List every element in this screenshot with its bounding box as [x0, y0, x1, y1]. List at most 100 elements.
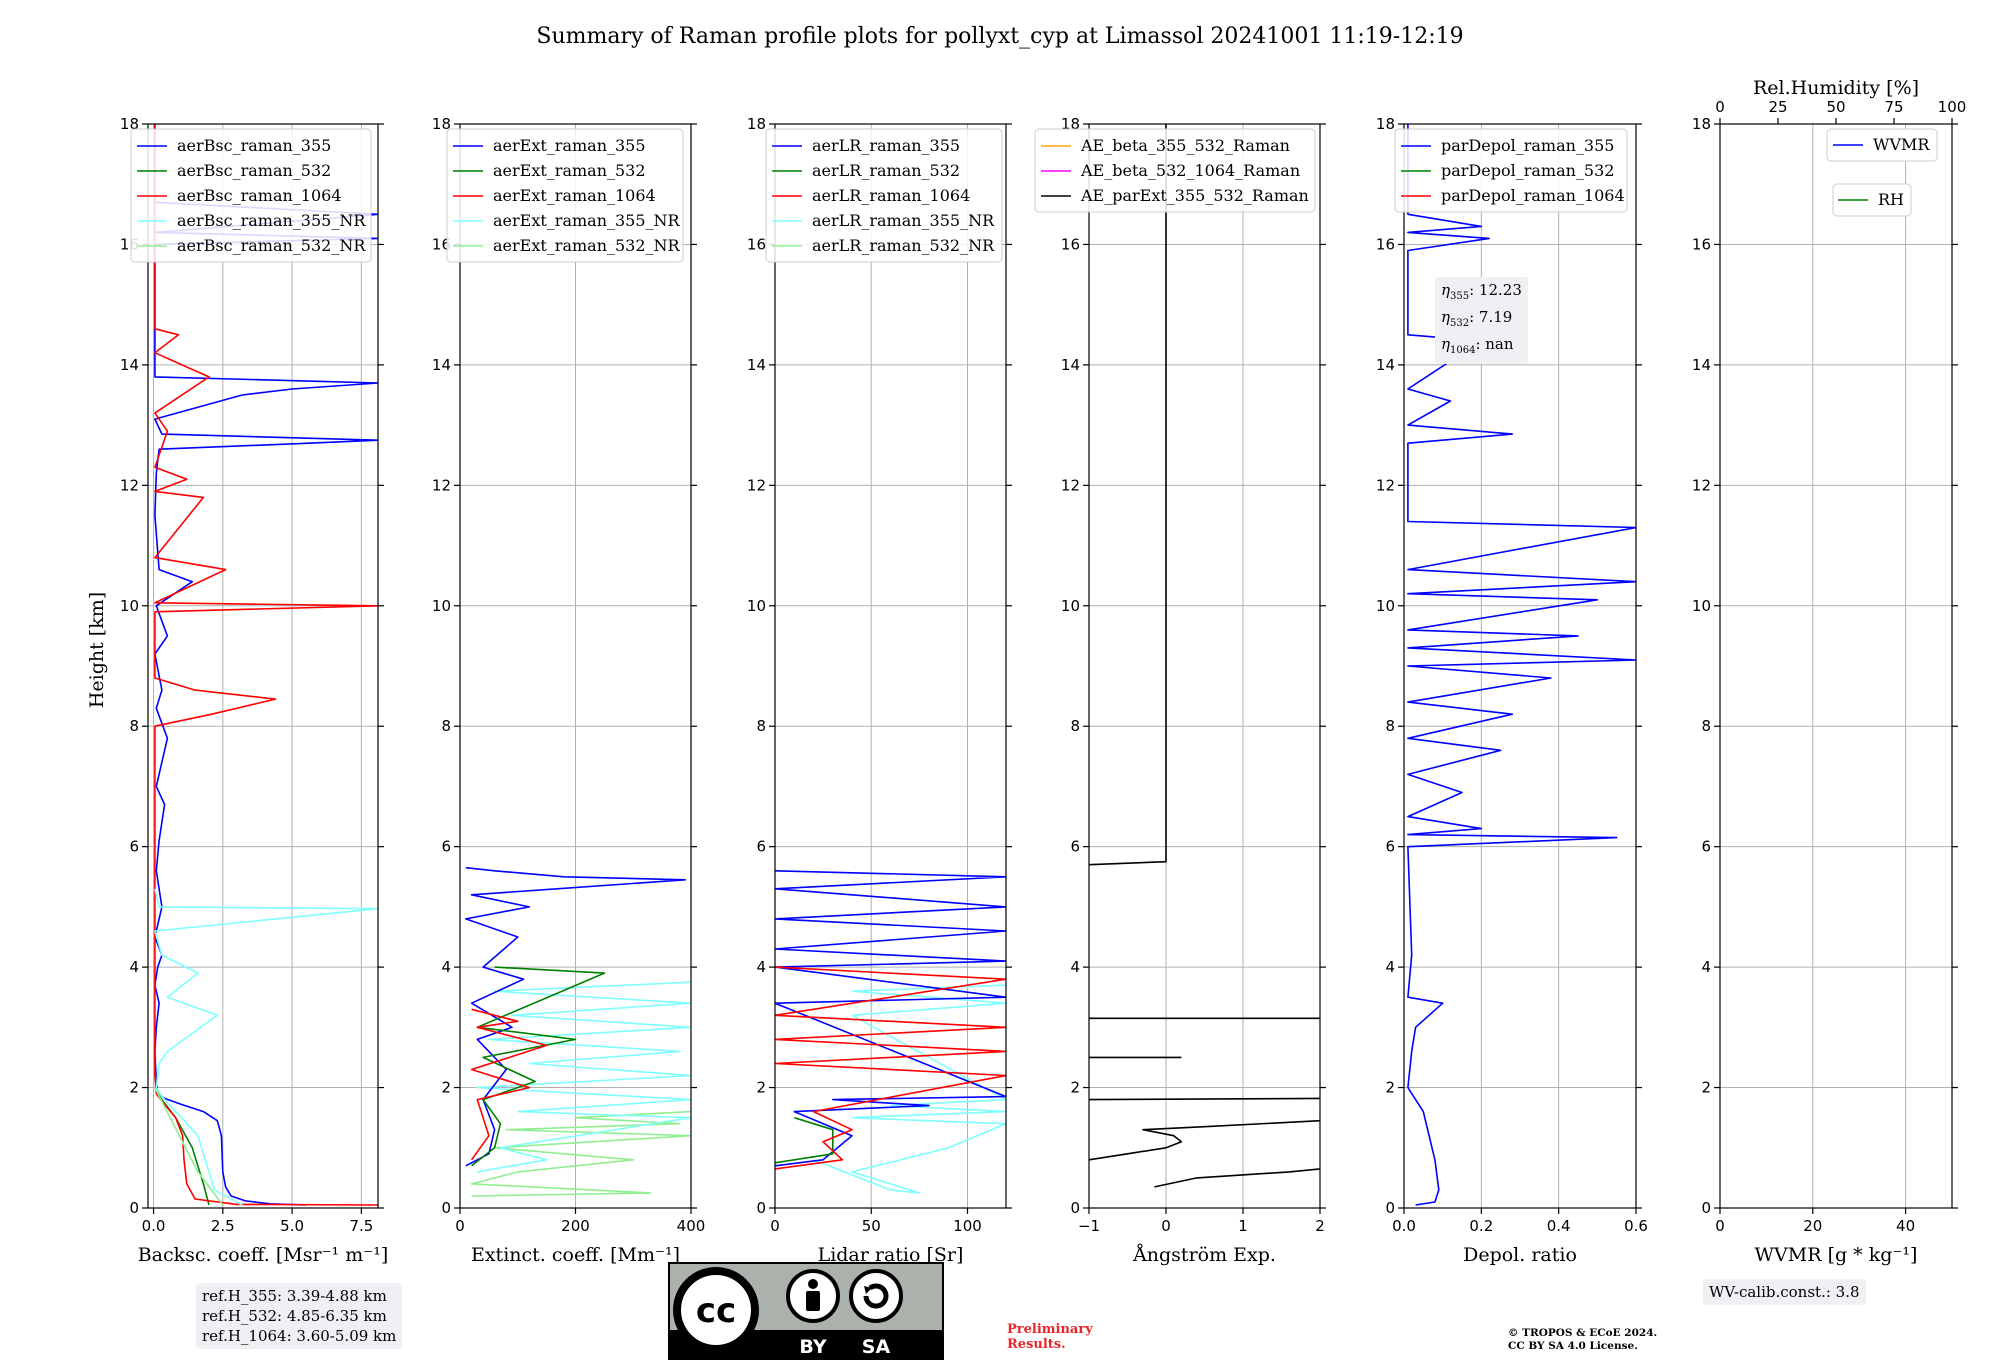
legend-frame — [446, 128, 684, 263]
copyright-note: © TROPOS & ECoE 2024. CC BY SA 4.0 Licen… — [1508, 1327, 1658, 1352]
ref-height-355: ref.H_355: 3.39-4.88 km — [202, 1287, 387, 1305]
eta-532: η532: 7.19 — [1441, 308, 1513, 329]
y-tick-label: 0 — [1701, 1199, 1711, 1217]
y-tick-label: 6 — [129, 838, 139, 856]
top-x-tick-label: 100 — [1938, 98, 1967, 116]
legend-frame — [1826, 128, 1938, 162]
x-tick-label: 0.0 — [1392, 1217, 1416, 1235]
legend-label: parDepol_raman_355 — [1441, 136, 1614, 155]
y-tick-label: 12 — [1376, 476, 1395, 494]
x-axis-label: Ångström Exp. — [1132, 1244, 1276, 1266]
axes-frame — [1403, 123, 1637, 1209]
legend-label: parDepol_raman_532 — [1441, 161, 1614, 180]
ref-height-box: ref.H_355: 3.39-4.88 km ref.H_532: 4.85-… — [196, 1283, 403, 1349]
cc-by-sa-badge: cc BY SA — [668, 1262, 944, 1360]
ref-height-532: ref.H_532: 4.85-6.35 km — [202, 1307, 387, 1325]
eta-355: η355: 12.23 — [1441, 281, 1522, 302]
y-tick-label: 18 — [120, 115, 139, 133]
y-tick-label: 8 — [441, 717, 451, 735]
axes-frame — [774, 123, 1007, 1209]
series-aerLR_raman_355 — [775, 870, 1006, 1167]
legend-label: aerLR_raman_532 — [812, 161, 960, 180]
legend: parDepol_raman_355 parDepol_raman_532 parD… — [1394, 128, 1628, 213]
top-x-tick-label: 50 — [1826, 98, 1845, 116]
series-aerBsc_raman_355_NR — [154, 888, 378, 1206]
y-tick-label: 2 — [441, 1079, 451, 1097]
axes-frame — [1719, 123, 1953, 1209]
series-AE_parExt_355_532_Raman — [1089, 124, 1167, 866]
y-tick-label: 16 — [1061, 235, 1080, 253]
x-tick-label: 0.2 — [1469, 1217, 1493, 1235]
x-tick-label: 2.5 — [211, 1217, 235, 1235]
y-tick-label: 4 — [1385, 958, 1395, 976]
top-x-axis-label: Rel.Humidity [%] — [1753, 77, 1919, 99]
x-tick-label: 0.0 — [142, 1217, 166, 1235]
x-tick-label: 400 — [677, 1217, 706, 1235]
y-tick-label: 18 — [1376, 115, 1395, 133]
legend-frame — [765, 128, 1003, 263]
panel-ext: 0 2 4 6 8 10 12 14 16 18 0 200 400 Extinct. coeff. [M… — [432, 115, 705, 1266]
x-tick-label: 0 — [455, 1217, 465, 1235]
legend-rh: RH — [1832, 183, 1912, 217]
y-tick-label: 6 — [1701, 838, 1711, 856]
legend-label: aerLR_raman_355_NR — [812, 211, 995, 230]
legend-label: aerLR_raman_355 — [812, 136, 960, 155]
x-tick-label: 0 — [770, 1217, 780, 1235]
series-group — [154, 124, 378, 1206]
legend-frame — [1832, 183, 1912, 217]
y-tick-label: 0 — [441, 1199, 451, 1217]
series-aerExt_raman_532 — [471, 966, 606, 1167]
x-tick-label: 5.0 — [280, 1217, 304, 1235]
legend: aerBsc_raman_355 aerBsc_raman_532 aerBsc_r… — [130, 128, 372, 263]
legend-frame — [130, 128, 372, 263]
series-aerLR_raman_1064 — [775, 966, 1006, 1170]
x-tick-label: 0 — [1161, 1217, 1171, 1235]
y-tick-label: 12 — [747, 476, 766, 494]
legend-wvmr: WVMR — [1826, 128, 1938, 162]
y-tick-label: 6 — [756, 838, 766, 856]
y-tick-label: 10 — [120, 597, 139, 615]
y-tick-label: 18 — [747, 115, 766, 133]
top-x-tick-label: 75 — [1884, 98, 1903, 116]
y-axis-label: Height [km] — [86, 592, 108, 708]
x-axis-label: Lidar ratio [Sr] — [818, 1244, 964, 1266]
series-group — [1407, 124, 1636, 1206]
y-tick-label: 12 — [120, 476, 139, 494]
y-tick-label: 12 — [1061, 476, 1080, 494]
figure-title: Summary of Raman profile plots for polly… — [536, 24, 1463, 49]
x-tick-label: 100 — [953, 1217, 982, 1235]
panel-depol: 0 2 4 6 8 10 12 14 16 18 0.0 0.2 0.4 0.6 Depol. ratio p… — [1376, 115, 1648, 1266]
legend-label: aerBsc_raman_532 — [177, 161, 331, 180]
y-tick-label: 10 — [1692, 597, 1711, 615]
series-AE_parExt_355_532_Raman — [1089, 1119, 1320, 1161]
y-tick-label: 8 — [1070, 717, 1080, 735]
y-tick-label: 0 — [756, 1199, 766, 1217]
eta-1064: η1064: nan — [1441, 335, 1514, 356]
y-tick-label: 14 — [1061, 356, 1080, 374]
series-aerBsc_raman_532_NR — [154, 1087, 224, 1206]
series-aerExt_raman_532_NR — [470, 1110, 691, 1197]
y-tick-label: 18 — [1692, 115, 1711, 133]
y-tick-label: 16 — [747, 235, 766, 253]
x-tick-label: 2 — [1315, 1217, 1325, 1235]
x-tick-label: 50 — [862, 1217, 881, 1235]
legend-label: WVMR — [1873, 135, 1930, 154]
x-tick-label: 0.4 — [1547, 1217, 1571, 1235]
cc-circle-inner — [681, 1275, 751, 1345]
y-tick-label: 2 — [1385, 1079, 1395, 1097]
y-tick-label: 8 — [1701, 717, 1711, 735]
legend-label: aerExt_raman_355_NR — [493, 211, 681, 230]
legend-label: aerLR_raman_1064 — [812, 186, 970, 205]
y-tick-label: 0 — [129, 1199, 139, 1217]
x-tick-label: −1 — [1078, 1217, 1100, 1235]
legend: aerLR_raman_355 aerLR_raman_532 aerLR_rama… — [765, 128, 1003, 263]
y-tick-label: 6 — [1385, 838, 1395, 856]
x-axis-label: Extinct. coeff. [Mm⁻¹] — [471, 1244, 680, 1266]
y-tick-label: 8 — [756, 717, 766, 735]
legend-label: aerBsc_raman_1064 — [177, 186, 342, 205]
preliminary-results-note: Preliminary Results. — [1007, 1322, 1093, 1352]
series-parDepol_raman_355 — [1407, 124, 1636, 1206]
legend-label: aerExt_raman_532 — [493, 161, 646, 180]
legend-label: aerBsc_raman_355 — [177, 136, 331, 155]
